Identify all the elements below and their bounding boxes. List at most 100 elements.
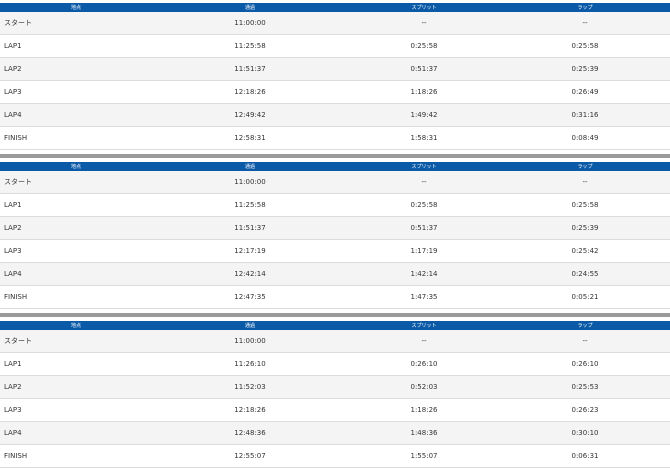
cell: FINISH	[0, 285, 152, 309]
cell: 11:51:37	[152, 57, 348, 81]
header-cell: ラップ	[500, 162, 670, 171]
cell: LAP4	[0, 103, 152, 127]
table-row: LAP2 11:51:37 0:51:37 0:25:39	[0, 57, 670, 81]
cell: 0:26:49	[500, 80, 670, 104]
table-row: LAP4 12:49:42 1:49:42 0:31:16	[0, 103, 670, 127]
cell: FINISH	[0, 444, 152, 468]
cell: 0:25:39	[500, 216, 670, 240]
header-cell: ラップ	[500, 321, 670, 330]
table-row: FINISH 12:55:07 1:55:07 0:06:31	[0, 444, 670, 468]
split-table: 地点 通過 スプリット ラップ スタート 11:00:00 -- -- LAP1 11:25:58…	[0, 162, 670, 309]
table-row: FINISH 12:58:31 1:58:31 0:08:49	[0, 126, 670, 150]
cell: --	[500, 330, 670, 353]
cell: --	[348, 330, 500, 353]
cell: LAP2	[0, 57, 152, 81]
cell: 11:51:37	[152, 216, 348, 240]
cell: --	[348, 12, 500, 35]
cell: 11:25:58	[152, 34, 348, 58]
table-row: LAP4 12:48:36 1:48:36 0:30:10	[0, 421, 670, 445]
cell: 0:08:49	[500, 126, 670, 150]
cell: 0:31:16	[500, 103, 670, 127]
cell: 1:47:35	[348, 285, 500, 309]
cell: FINISH	[0, 126, 152, 150]
cell: 11:26:10	[152, 352, 348, 376]
cell: 11:25:58	[152, 193, 348, 217]
table-row: LAP1 11:25:58 0:25:58 0:25:58	[0, 193, 670, 217]
table-head: 地点 通過 スプリット ラップ	[0, 321, 670, 330]
cell: LAP3	[0, 239, 152, 263]
header-cell: 地点	[0, 3, 152, 12]
table-row: LAP3 12:18:26 1:18:26 0:26:23	[0, 398, 670, 422]
header-row: 地点 通過 スプリット ラップ	[0, 321, 670, 330]
cell: 0:30:10	[500, 421, 670, 445]
cell: 12:18:26	[152, 398, 348, 422]
cell: 0:51:37	[348, 216, 500, 240]
header-cell: 通過	[152, 3, 348, 12]
header-row: 地点 通過 スプリット ラップ	[0, 3, 670, 12]
cell: 0:26:10	[348, 352, 500, 376]
separator	[0, 154, 670, 158]
cell: 0:26:10	[500, 352, 670, 376]
cell: 12:18:26	[152, 80, 348, 104]
header-row: 地点 通過 スプリット ラップ	[0, 162, 670, 171]
cell: LAP4	[0, 421, 152, 445]
cell: LAP1	[0, 193, 152, 217]
cell: 0:25:53	[500, 375, 670, 399]
table-head: 地点 通過 スプリット ラップ	[0, 3, 670, 12]
table-row: LAP2 11:51:37 0:51:37 0:25:39	[0, 216, 670, 240]
cell: 12:49:42	[152, 103, 348, 127]
separator	[0, 313, 670, 317]
header-cell: ラップ	[500, 3, 670, 12]
cell: LAP3	[0, 80, 152, 104]
table-row: スタート 11:00:00 -- --	[0, 330, 670, 353]
header-cell: 通過	[152, 321, 348, 330]
cell: 1:18:26	[348, 398, 500, 422]
cell: スタート	[0, 330, 152, 353]
header-cell: 地点	[0, 162, 152, 171]
table-row: スタート 11:00:00 -- --	[0, 171, 670, 194]
cell: 1:58:31	[348, 126, 500, 150]
cell: 12:42:14	[152, 262, 348, 286]
table-body: スタート 11:00:00 -- -- LAP1 11:26:10 0:26:10 0:26:…	[0, 330, 670, 468]
table-row: LAP1 11:25:58 0:25:58 0:25:58	[0, 34, 670, 58]
cell: 11:00:00	[152, 330, 348, 353]
cell: --	[500, 171, 670, 194]
cell: 0:25:58	[348, 193, 500, 217]
cell: 0:25:58	[500, 34, 670, 58]
cell: スタート	[0, 12, 152, 35]
cell: 12:17:19	[152, 239, 348, 263]
cell: 12:47:35	[152, 285, 348, 309]
cell: スタート	[0, 171, 152, 194]
split-table: 地点 通過 スプリット ラップ スタート 11:00:00 -- -- LAP1 11:25:58…	[0, 3, 670, 150]
cell: 0:26:23	[500, 398, 670, 422]
cell: 1:49:42	[348, 103, 500, 127]
cell: LAP1	[0, 34, 152, 58]
cell: 11:00:00	[152, 171, 348, 194]
cell: 12:55:07	[152, 444, 348, 468]
header-cell: 地点	[0, 321, 152, 330]
cell: LAP1	[0, 352, 152, 376]
header-cell: スプリット	[348, 162, 500, 171]
cell: 11:52:03	[152, 375, 348, 399]
table-row: LAP3 12:17:19 1:17:19 0:25:42	[0, 239, 670, 263]
cell: --	[500, 12, 670, 35]
table-body: スタート 11:00:00 -- -- LAP1 11:25:58 0:25:58 0:25:…	[0, 171, 670, 309]
cell: 0:52:03	[348, 375, 500, 399]
cell: 1:18:26	[348, 80, 500, 104]
cell: 0:05:21	[500, 285, 670, 309]
cell: 0:06:31	[500, 444, 670, 468]
cell: 0:24:55	[500, 262, 670, 286]
header-cell: 通過	[152, 162, 348, 171]
table-body: スタート 11:00:00 -- -- LAP1 11:25:58 0:25:58 0:25:…	[0, 12, 670, 150]
cell: --	[348, 171, 500, 194]
cell: 0:25:42	[500, 239, 670, 263]
table-row: LAP4 12:42:14 1:42:14 0:24:55	[0, 262, 670, 286]
cell: 0:25:58	[348, 34, 500, 58]
cell: 12:48:36	[152, 421, 348, 445]
header-cell: スプリット	[348, 321, 500, 330]
table-row: LAP1 11:26:10 0:26:10 0:26:10	[0, 352, 670, 376]
cell: 1:55:07	[348, 444, 500, 468]
cell: 11:00:00	[152, 12, 348, 35]
